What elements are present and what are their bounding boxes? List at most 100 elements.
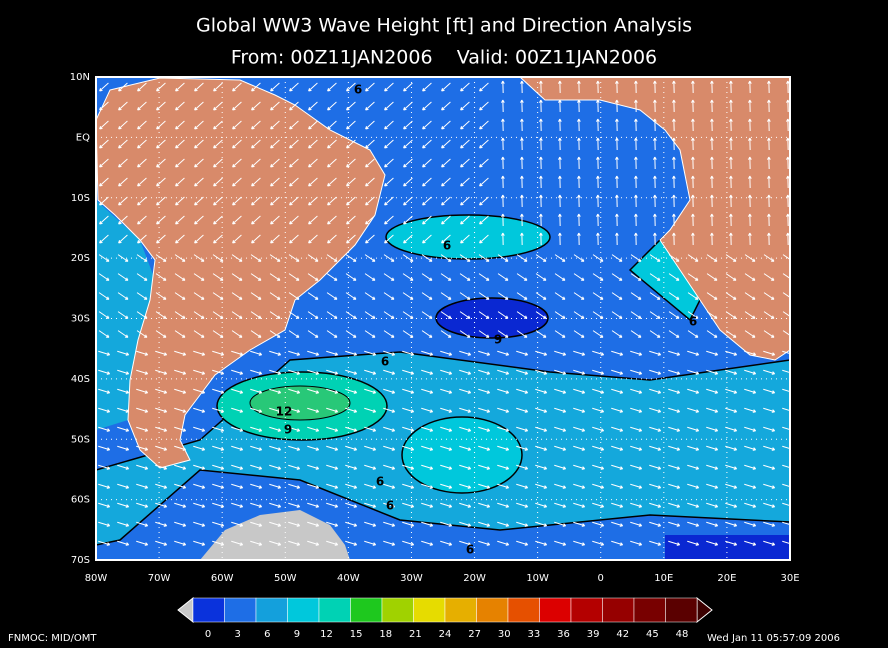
arrow	[326, 464, 339, 470]
arrow	[596, 194, 600, 208]
contour-label: 6	[381, 355, 389, 369]
arrow	[459, 292, 471, 300]
arrow	[175, 82, 185, 92]
arrow	[175, 120, 185, 130]
arrow	[516, 273, 528, 281]
arrow	[307, 407, 320, 413]
arrow	[232, 215, 242, 225]
contour-label: 6	[689, 315, 697, 329]
arrow	[440, 388, 453, 394]
arrow	[250, 388, 263, 394]
arrow	[193, 388, 206, 394]
arrow	[497, 483, 510, 489]
arrow	[421, 388, 434, 394]
arrow	[250, 521, 263, 527]
arrow	[384, 82, 394, 92]
arrow	[364, 540, 377, 546]
arrow	[194, 177, 204, 187]
arrow	[535, 273, 547, 281]
arrow	[250, 426, 263, 432]
arrow	[554, 254, 566, 262]
arrow	[687, 502, 700, 508]
arrow	[269, 407, 282, 413]
arrow	[501, 156, 505, 170]
arrow	[365, 101, 375, 111]
colorbar-box	[570, 597, 603, 623]
arrow	[136, 350, 149, 356]
arrow	[573, 540, 586, 546]
arrow	[174, 464, 187, 470]
arrow	[250, 540, 263, 546]
arrow	[554, 483, 567, 489]
arrow	[193, 407, 206, 413]
arrow	[440, 445, 453, 451]
subtitle: From: 00Z11JAN2006 Valid: 00Z11JAN2006	[231, 47, 657, 69]
arrow	[653, 118, 657, 132]
arrow	[554, 388, 567, 394]
arrow	[364, 445, 377, 451]
arrow	[98, 388, 111, 394]
arrow	[440, 369, 453, 375]
arrow	[440, 502, 453, 508]
arrow	[383, 350, 396, 356]
lon-label: 50W	[274, 573, 297, 584]
arrow	[364, 502, 377, 508]
arrow	[326, 483, 339, 489]
lon-label: 0	[598, 573, 604, 584]
arrow	[478, 483, 491, 489]
arrow	[327, 101, 337, 111]
arrow	[649, 350, 662, 356]
arrow	[763, 330, 775, 338]
arrow	[155, 407, 168, 413]
arrow	[327, 177, 337, 187]
arrow	[156, 177, 166, 187]
arrow	[98, 445, 111, 451]
arrow	[403, 158, 413, 168]
arrow	[136, 464, 149, 470]
arrow	[554, 350, 567, 356]
arrow	[554, 464, 567, 470]
arrow	[422, 139, 432, 149]
arrow	[346, 82, 356, 92]
arrow	[326, 445, 339, 451]
arrow	[649, 388, 662, 394]
arrow	[345, 445, 358, 451]
arrow	[421, 330, 433, 338]
arrow	[269, 311, 281, 319]
arrow	[270, 139, 280, 149]
arrow	[213, 177, 223, 187]
colorbar-box	[192, 597, 225, 623]
arrow	[231, 521, 244, 527]
arrow	[611, 273, 623, 281]
arrow	[516, 330, 528, 338]
lat-label: 30S	[71, 314, 90, 325]
arrow	[706, 330, 718, 338]
arrow	[289, 120, 299, 130]
arrow	[497, 292, 509, 300]
arrow	[194, 82, 204, 92]
arrow	[155, 273, 167, 281]
lat-label: 10S	[71, 193, 90, 204]
arrow	[422, 177, 432, 187]
arrow	[478, 350, 491, 356]
arrow	[459, 388, 472, 394]
arrow	[345, 388, 358, 394]
arrow	[383, 388, 396, 394]
arrow	[558, 213, 562, 227]
arrow	[501, 232, 505, 246]
arrow	[672, 156, 676, 170]
arrow	[577, 99, 581, 113]
arrow	[403, 101, 413, 111]
lon-label: 80W	[85, 573, 108, 584]
arrow	[516, 407, 529, 413]
arrow	[174, 350, 187, 356]
arrow	[98, 254, 110, 262]
arrow	[744, 483, 757, 489]
arrow	[516, 350, 529, 356]
arrow	[573, 483, 586, 489]
arrow	[421, 273, 433, 281]
arrow	[327, 215, 337, 225]
arrow	[307, 483, 320, 489]
arrow	[137, 215, 147, 225]
arrow	[501, 137, 505, 151]
